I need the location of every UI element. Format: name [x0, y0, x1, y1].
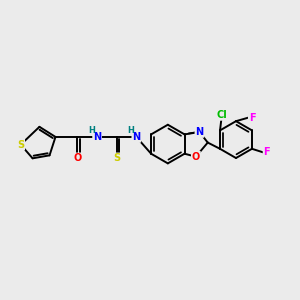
Text: O: O: [73, 153, 81, 163]
Text: S: S: [17, 140, 24, 150]
Text: F: F: [249, 112, 255, 123]
Text: N: N: [195, 127, 203, 137]
Text: N: N: [93, 132, 101, 142]
Text: N: N: [132, 132, 140, 142]
Text: H: H: [128, 126, 134, 135]
Text: Cl: Cl: [216, 110, 227, 120]
Text: O: O: [192, 152, 200, 162]
Text: F: F: [263, 147, 270, 158]
Text: H: H: [88, 126, 95, 135]
Text: S: S: [113, 153, 120, 163]
